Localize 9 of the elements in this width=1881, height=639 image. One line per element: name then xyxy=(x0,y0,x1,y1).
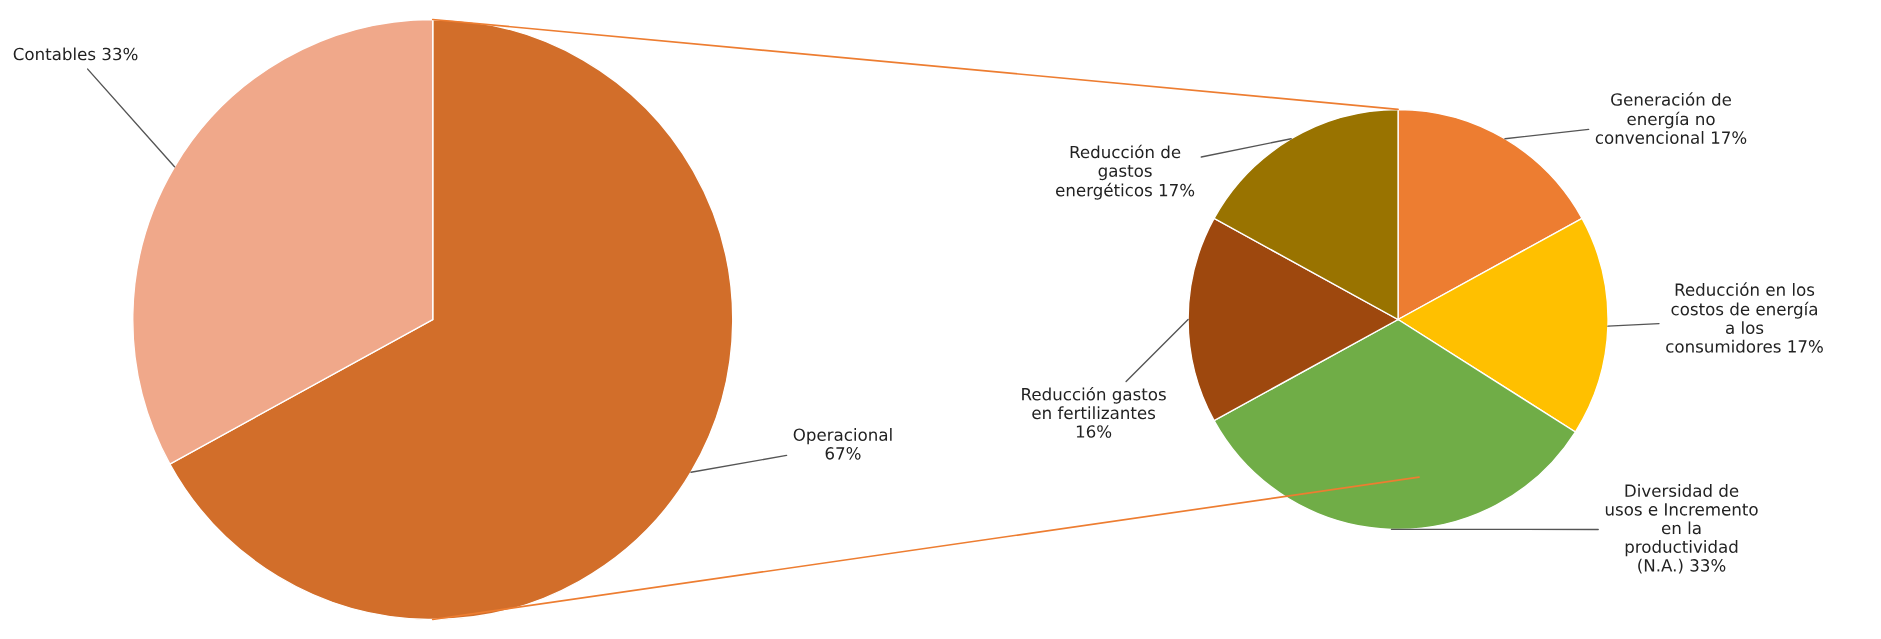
slice-label: Operacional xyxy=(793,428,892,445)
slice-label: Reducción de gastos energéticos 17% xyxy=(1056,144,1195,200)
slice-label: Reducción en los costos de energía a los consumidores 17% xyxy=(1666,282,1823,353)
slice-label: Generación de energía no convencional 17% xyxy=(1595,92,1747,144)
slice-label: Contables 33% xyxy=(13,47,138,61)
data-label: 16% xyxy=(1076,425,1112,438)
data-label: 67% xyxy=(825,447,861,460)
slice-label: Reducción gastos en fertilizantes xyxy=(1022,386,1166,420)
slice-label: Diversidad de usos e Incremento en la productividad (N.A.) 33% xyxy=(1605,484,1758,574)
